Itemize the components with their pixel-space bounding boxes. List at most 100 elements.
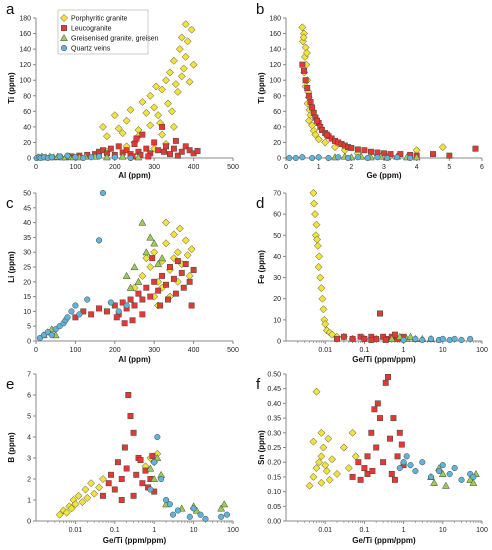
data-point — [119, 299, 126, 306]
x-tick-label: 300 — [148, 347, 160, 354]
data-point — [167, 264, 173, 270]
data-point — [118, 497, 125, 503]
y-tick-label: 0.35 — [267, 416, 281, 423]
data-point — [111, 302, 118, 309]
data-point — [400, 459, 407, 466]
data-point — [307, 99, 314, 105]
y-tick-label: 60 — [273, 212, 281, 219]
data-point — [223, 511, 230, 518]
data-point — [180, 284, 187, 291]
series-circle — [286, 154, 414, 162]
data-point — [314, 135, 323, 144]
data-point — [298, 23, 307, 32]
series-diamond — [305, 387, 360, 490]
data-point — [286, 154, 293, 162]
data-point — [469, 478, 478, 486]
data-point — [151, 139, 158, 146]
y-tick-label: 60 — [23, 109, 31, 116]
data-point — [163, 496, 170, 504]
data-point — [302, 49, 311, 57]
data-point — [131, 302, 138, 309]
y-tick-label: 120 — [269, 62, 281, 69]
data-point — [202, 515, 209, 522]
data-point — [139, 480, 146, 487]
y-tick-label: 160 — [19, 31, 31, 38]
data-point — [158, 85, 167, 94]
data-point — [161, 148, 168, 155]
data-point — [348, 428, 357, 437]
x-axis-title: Ge/Ti (ppm/ppm) — [103, 536, 167, 545]
data-point — [143, 145, 150, 152]
panel-b: 0 20 40 60 80 100 120 140 160 180 0 1 2 3 4 5 6 Ge (ppm) T… — [256, 1, 484, 180]
y-tick-label: 0.45 — [267, 386, 281, 393]
y-axis-title: Ti (ppm) — [7, 72, 16, 104]
legend-label: Greisenised granite, greisen — [71, 36, 159, 43]
data-point — [172, 290, 179, 297]
legend: Porphyritic granite Leucogranite Greisenis… — [57, 9, 159, 55]
y-tick-label: 140 — [19, 47, 31, 54]
x-tick-label: 0.1 — [110, 527, 120, 534]
data-point — [394, 453, 401, 460]
data-point — [371, 406, 378, 413]
data-point — [129, 317, 136, 324]
data-point — [354, 154, 361, 161]
legend-box — [57, 9, 149, 55]
x-axis-title: Ge/Ti (ppm/ppm) — [352, 355, 416, 364]
data-point — [364, 154, 371, 162]
data-point — [95, 237, 103, 244]
legend-label: Porphyritic granite — [71, 16, 128, 23]
data-point — [146, 91, 155, 100]
data-point — [344, 464, 353, 473]
y-tick-label: 0 — [27, 156, 31, 163]
panel-letter: a — [6, 1, 15, 18]
data-point — [174, 152, 181, 159]
data-point — [133, 135, 140, 142]
data-point — [321, 138, 330, 147]
x-tick-label: 1 — [152, 527, 156, 534]
data-point — [155, 287, 162, 294]
data-point — [188, 302, 195, 309]
x-tick-label: 1 — [402, 347, 406, 354]
data-point — [321, 461, 330, 470]
y-tick-label: 5 — [27, 414, 31, 421]
data-point — [364, 471, 371, 477]
data-point — [99, 492, 106, 499]
data-point — [427, 335, 435, 342]
data-point — [430, 478, 439, 486]
data-point — [154, 111, 163, 120]
y-tick-label: 0.20 — [267, 460, 281, 467]
series-circle — [400, 335, 474, 343]
series-square — [349, 373, 407, 483]
data-point — [190, 505, 197, 512]
data-point — [111, 154, 118, 161]
data-point — [311, 210, 319, 219]
data-point — [302, 77, 309, 84]
data-point — [88, 311, 95, 318]
data-point — [361, 335, 368, 342]
data-point — [384, 154, 391, 162]
data-point — [396, 465, 403, 472]
data-point — [162, 218, 170, 227]
y-tick-label: 7 — [27, 372, 31, 379]
data-point — [178, 148, 185, 155]
data-point — [84, 296, 91, 303]
panel-a: 0 20 40 60 80 100 120 140 160 180 0 100 200 300 400 500… — [6, 1, 239, 180]
data-point — [396, 429, 403, 436]
x-tick-label: 10 — [190, 527, 198, 534]
y-tick-label: 10 — [23, 309, 31, 316]
data-point — [169, 254, 178, 263]
x-tick-label: 100 — [227, 527, 239, 534]
data-point — [166, 68, 174, 77]
x-tick-label: 3 — [382, 164, 386, 171]
data-point — [438, 143, 447, 152]
series-diamond — [298, 23, 447, 160]
data-point — [162, 239, 170, 248]
data-point — [62, 508, 71, 517]
x-tick-label: 4 — [415, 164, 419, 171]
data-point — [154, 260, 163, 268]
data-point — [64, 152, 71, 159]
panel-letter: b — [256, 1, 264, 18]
data-point — [143, 284, 150, 291]
y-tick-label: 0.25 — [267, 445, 281, 452]
data-point — [316, 273, 325, 282]
